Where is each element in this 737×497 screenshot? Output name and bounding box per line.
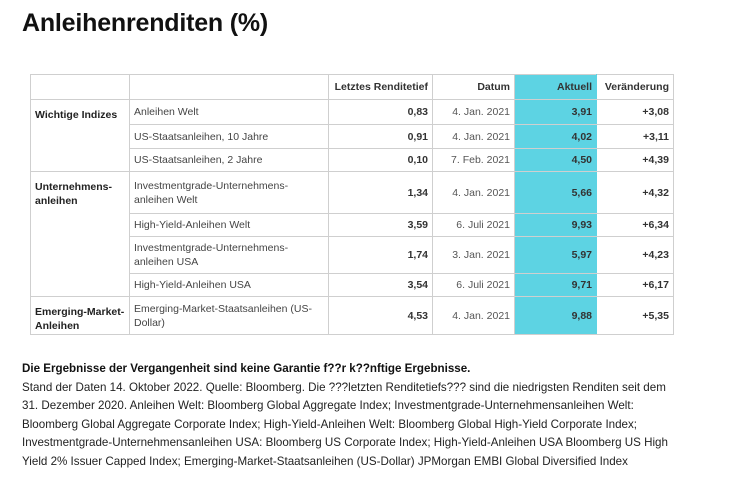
index-name: Emerging-Market-Staatsanleihen (US-Dolla… [129, 296, 329, 335]
index-name: Investmentgrade-Unternehmens-anleihen US… [129, 236, 329, 274]
yield-change: +4,39 [596, 148, 674, 172]
current-yield: 3,91 [514, 99, 597, 125]
current-yield: 5,66 [514, 171, 597, 214]
page-title: Anleihenrenditen (%) [22, 9, 269, 37]
index-name: High-Yield-Anleihen USA [129, 273, 329, 297]
current-yield: 4,02 [514, 124, 597, 149]
table-row: Wichtige Indizes Anleihen Welt 0,83 4. Ja… [30, 99, 674, 172]
low-yield: 4,53 [328, 296, 433, 335]
current-yield: 5,97 [514, 236, 597, 274]
category-cell: Unternehmens-anleihen [30, 171, 130, 297]
yield-change: +6,17 [596, 273, 674, 297]
header-date: Datum [432, 74, 515, 100]
category-cell: Emerging-Market-Anleihen [30, 296, 130, 335]
table-row: US-Staatsanleihen, 10 Jahre 0,91 4. Jan.… [31, 124, 674, 149]
yield-change: +3,08 [596, 99, 674, 125]
bond-yields-table: Letztes Renditetief Datum Aktuell Veränd… [30, 74, 674, 335]
header-category [30, 74, 130, 100]
low-yield: 3,59 [328, 213, 433, 237]
table-row: Emerging-Market-Anleihen Emerging-Market-… [30, 296, 674, 335]
table-row: High-Yield-Anleihen Welt 3,59 6. Juli 20… [31, 213, 674, 237]
yield-change: +4,23 [596, 236, 674, 274]
header-current: Aktuell [514, 74, 597, 100]
low-date: 4. Jan. 2021 [432, 296, 515, 335]
yield-change: +5,35 [596, 296, 674, 335]
header-change: Veränderung [596, 74, 674, 100]
table-header-row: Letztes Renditetief Datum Aktuell Veränd… [30, 74, 674, 100]
low-date: 4. Jan. 2021 [432, 171, 515, 214]
header-name [129, 74, 329, 100]
yield-change: +6,34 [596, 213, 674, 237]
table-row: Unternehmens-anleihen Investmentgrade-Unt… [30, 171, 674, 297]
header-low: Letztes Renditetief [328, 74, 433, 100]
low-date: 6. Juli 2021 [432, 213, 515, 237]
table-row: US-Staatsanleihen, 2 Jahre 0,10 7. Feb. … [31, 148, 674, 172]
low-yield: 0,83 [328, 99, 433, 125]
low-yield: 1,74 [328, 236, 433, 274]
low-date: 3. Jan. 2021 [432, 236, 515, 274]
low-date: 4. Jan. 2021 [432, 99, 515, 125]
category-cell: Wichtige Indizes [30, 99, 130, 172]
index-name: US-Staatsanleihen, 10 Jahre [129, 124, 329, 149]
index-name: Investmentgrade-Unternehmens-anleihen We… [129, 171, 329, 214]
footnote-heading: Die Ergebnisse der Vergangenheit sind ke… [22, 362, 471, 375]
current-yield: 9,93 [514, 213, 597, 237]
low-yield: 3,54 [328, 273, 433, 297]
current-yield: 9,71 [514, 273, 597, 297]
low-date: 6. Juli 2021 [432, 273, 515, 297]
yield-change: +3,11 [596, 124, 674, 149]
table-row: Investmentgrade-Unternehmens-anleihen US… [31, 236, 674, 274]
low-yield: 0,10 [328, 148, 433, 172]
yield-change: +4,32 [596, 171, 674, 214]
low-date: 4. Jan. 2021 [432, 124, 515, 149]
footnote: Die Ergebnisse der Vergangenheit sind ke… [22, 360, 682, 472]
low-yield: 0,91 [328, 124, 433, 149]
low-yield: 1,34 [328, 171, 433, 214]
index-name: High-Yield-Anleihen Welt [129, 213, 329, 237]
footnote-text: Stand der Daten 14. Oktober 2022. Quelle… [22, 380, 668, 468]
low-date: 7. Feb. 2021 [432, 148, 515, 172]
current-yield: 9,88 [514, 296, 597, 335]
index-name: Anleihen Welt [129, 99, 329, 125]
index-name: US-Staatsanleihen, 2 Jahre [129, 148, 329, 172]
current-yield: 4,50 [514, 148, 597, 172]
